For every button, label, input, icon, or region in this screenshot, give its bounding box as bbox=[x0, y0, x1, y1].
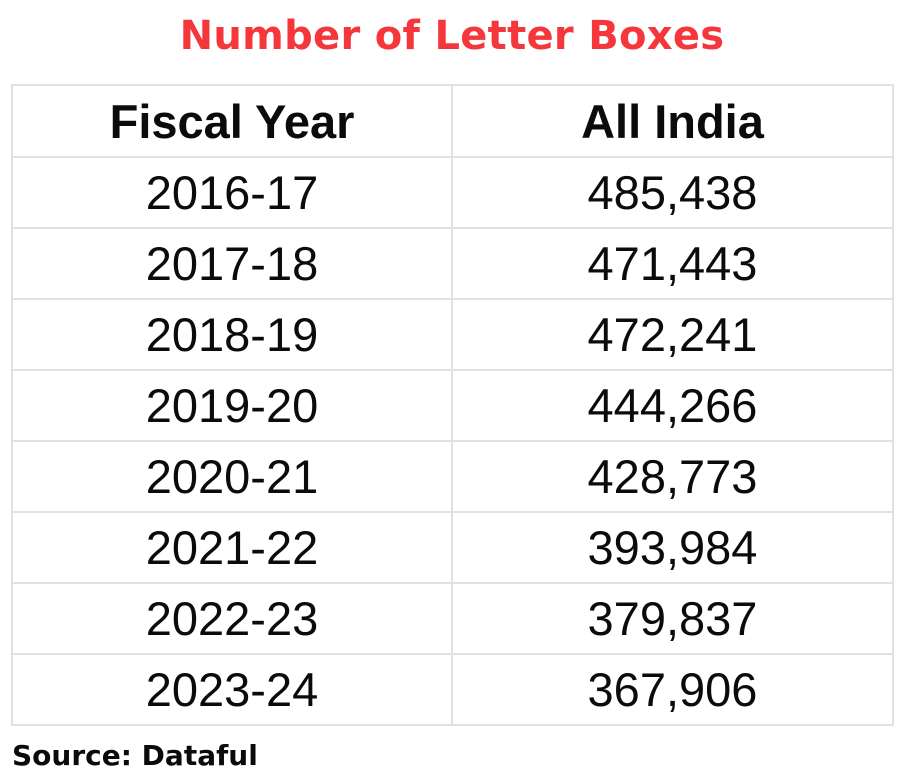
chart-title: Number of Letter Boxes bbox=[179, 13, 725, 59]
all-india-cell: 444,266 bbox=[451, 369, 894, 442]
fiscal-year-cell: 2018-19 bbox=[11, 298, 453, 371]
table-row: 2017-18 471,443 bbox=[11, 227, 894, 300]
all-india-cell: 367,906 bbox=[451, 653, 894, 726]
all-india-cell: 471,443 bbox=[451, 227, 894, 300]
table-row: 2016-17 485,438 bbox=[11, 156, 894, 229]
all-india-cell: 472,241 bbox=[451, 298, 894, 371]
all-india-cell: 428,773 bbox=[451, 440, 894, 513]
fiscal-year-cell: 2019-20 bbox=[11, 369, 453, 442]
fiscal-year-cell: 2020-21 bbox=[11, 440, 453, 513]
all-india-cell: 393,984 bbox=[451, 511, 894, 584]
all-india-cell: 485,438 bbox=[451, 156, 894, 229]
all-india-cell: 379,837 bbox=[451, 582, 894, 655]
fiscal-year-cell: 2021-22 bbox=[11, 511, 453, 584]
table-row: 2021-22 393,984 bbox=[11, 511, 894, 584]
letter-boxes-table: Fiscal Year All India 2016-17 485,438 20… bbox=[11, 84, 894, 726]
column-header-fiscal-year: Fiscal Year bbox=[11, 84, 453, 158]
table-row: 2019-20 444,266 bbox=[11, 369, 894, 442]
table-header-row: Fiscal Year All India bbox=[11, 84, 894, 158]
fiscal-year-cell: 2023-24 bbox=[11, 653, 453, 726]
source-note: Source: Dataful bbox=[12, 739, 258, 772]
table-row: 2020-21 428,773 bbox=[11, 440, 894, 513]
table-row: 2023-24 367,906 bbox=[11, 653, 894, 726]
fiscal-year-cell: 2022-23 bbox=[11, 582, 453, 655]
fiscal-year-cell: 2017-18 bbox=[11, 227, 453, 300]
table-row: 2022-23 379,837 bbox=[11, 582, 894, 655]
table-row: 2018-19 472,241 bbox=[11, 298, 894, 371]
column-header-all-india: All India bbox=[451, 84, 894, 158]
fiscal-year-cell: 2016-17 bbox=[11, 156, 453, 229]
